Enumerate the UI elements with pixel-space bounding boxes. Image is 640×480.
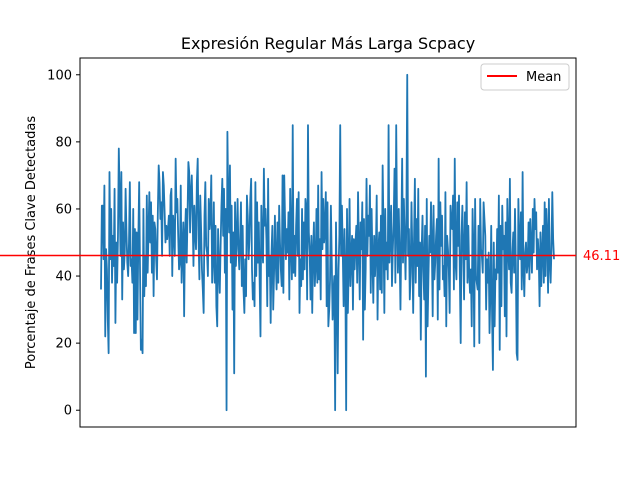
chart-title: Expresión Regular Más Larga Scpacy — [181, 34, 475, 53]
y-tick-label: 60 — [55, 202, 72, 217]
y-tick-label: 80 — [55, 135, 72, 150]
y-tick-label: 100 — [47, 68, 72, 83]
legend: Mean — [480, 63, 570, 91]
y-axis-label: Porcentaje de Frases Clave Detectadas — [24, 116, 39, 369]
legend-box — [480, 63, 570, 91]
y-tick-label: 0 — [64, 404, 72, 419]
plot-area — [100, 73, 555, 412]
mean-value-label: 46.11 — [583, 249, 620, 264]
y-axis: 0 20 40 60 80 100 — [47, 68, 80, 419]
series-line — [100, 73, 555, 412]
y-tick-label: 40 — [55, 270, 72, 285]
axes-frame — [79, 57, 577, 428]
legend-label-mean: Mean — [526, 70, 561, 85]
y-tick-label: 20 — [55, 337, 72, 352]
